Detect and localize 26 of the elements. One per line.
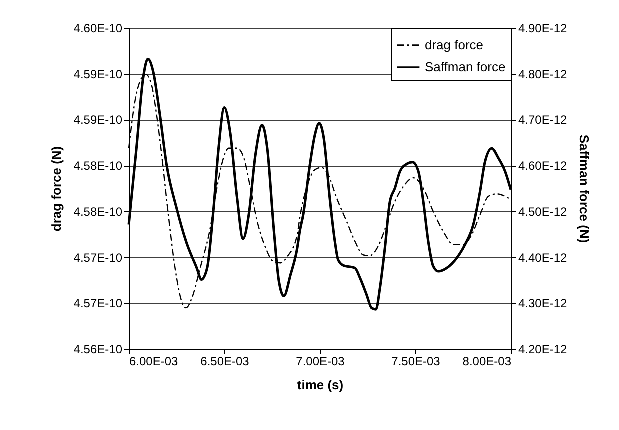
y2-axis-title: Saffman force (N) bbox=[577, 134, 592, 244]
y2-tick-label: 4.70E-12 bbox=[518, 113, 568, 128]
x-tick-label: 7.00E-03 bbox=[296, 354, 346, 368]
y2-tick-label: 4.30E-12 bbox=[518, 296, 568, 311]
y-tick-label: 4.57E-10 bbox=[74, 296, 123, 311]
x-tick-label: 7.50E-03 bbox=[392, 354, 441, 368]
y2-tick-label: 4.90E-12 bbox=[518, 22, 568, 36]
y-axis-title: drag force (N) bbox=[48, 146, 64, 232]
y-tick-label: 4.57E-10 bbox=[74, 250, 123, 265]
legend-label: Saffman force bbox=[425, 60, 506, 74]
x-tick-label: 6.50E-03 bbox=[200, 354, 250, 368]
y2-tick-label: 4.80E-12 bbox=[518, 67, 568, 82]
y2-tick-label: 4.50E-12 bbox=[518, 204, 568, 219]
x-tick-label: 8.00E-03 bbox=[462, 354, 512, 368]
y2-tick-label: 4.40E-12 bbox=[518, 250, 568, 265]
legend-label: drag force bbox=[425, 38, 484, 52]
y-tick-label: 4.56E-10 bbox=[74, 342, 123, 356]
x-axis-title: time (s) bbox=[297, 378, 344, 392]
y-tick-label: 4.59E-10 bbox=[74, 113, 123, 128]
y-tick-label: 4.59E-10 bbox=[74, 67, 123, 82]
x-tick-label: 6.00E-03 bbox=[130, 354, 179, 368]
y2-tick-label: 4.20E-12 bbox=[518, 342, 568, 356]
y-tick-label: 4.58E-10 bbox=[74, 159, 123, 174]
y-tick-label: 4.60E-10 bbox=[74, 22, 123, 36]
y-tick-label: 4.58E-10 bbox=[74, 204, 123, 219]
y2-tick-label: 4.60E-12 bbox=[518, 159, 568, 174]
